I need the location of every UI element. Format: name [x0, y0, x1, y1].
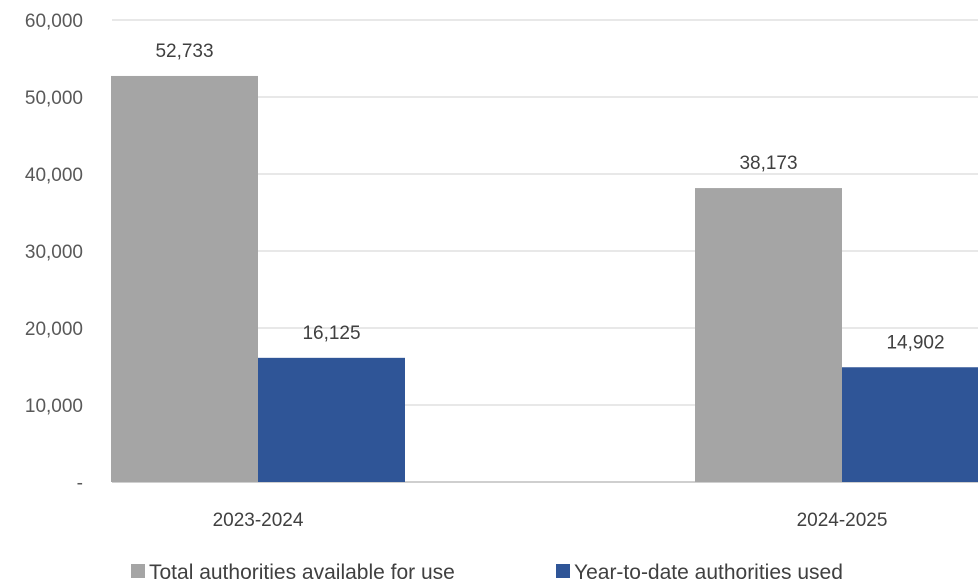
y-axis-tick-labels: - 10,000 20,000 30,000 40,000 50,000 60,000	[25, 11, 83, 494]
bar-ytd-authorities-used-2023-2024	[258, 357, 405, 482]
legend: Total authorities available for use Year-…	[131, 561, 843, 582]
x-category-label: 2023-2024	[213, 510, 304, 531]
data-label: 38,173	[739, 153, 797, 174]
data-labels: 52,733 16,125 38,173 14,902	[155, 41, 944, 353]
y-tick-label: 60,000	[25, 11, 83, 32]
legend-swatch	[131, 564, 145, 578]
data-label: 16,125	[302, 323, 360, 344]
y-tick-label: 30,000	[25, 242, 83, 263]
bar-total-authorities-2023-2024	[111, 75, 258, 482]
data-label: 52,733	[155, 41, 213, 62]
legend-label: Total authorities available for use	[149, 561, 455, 582]
y-tick-label: 10,000	[25, 396, 83, 417]
x-category-label: 2024-2025	[797, 510, 888, 531]
bar-total-authorities-2024-2025	[695, 188, 842, 482]
bar-ytd-authorities-used-2024-2025	[842, 367, 978, 482]
bars	[111, 75, 978, 482]
y-tick-label: 40,000	[25, 165, 83, 186]
legend-label: Year-to-date authorities used	[574, 561, 843, 582]
legend-swatch	[556, 564, 570, 578]
y-tick-label: 20,000	[25, 319, 83, 340]
y-tick-label: -	[77, 473, 83, 494]
x-axis-category-labels: 2023-2024 2024-2025	[213, 510, 888, 531]
y-tick-label: 50,000	[25, 88, 83, 109]
data-label: 14,902	[886, 332, 944, 353]
